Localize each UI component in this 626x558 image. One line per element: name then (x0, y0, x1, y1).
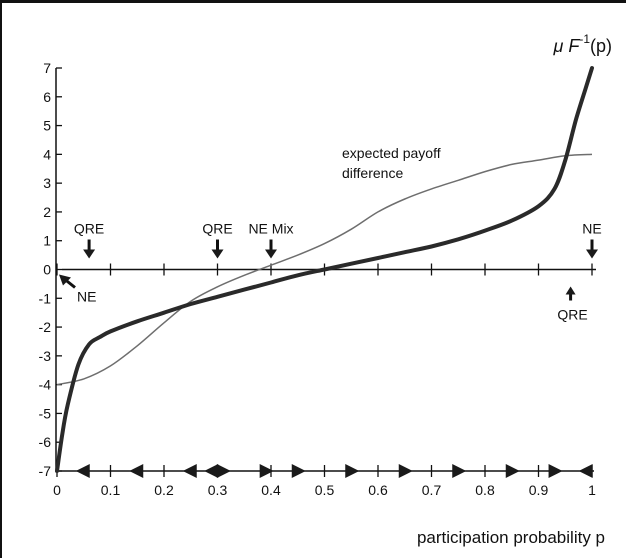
x-tick-label: 0 (53, 482, 61, 498)
dynamics-arrow-right (398, 464, 413, 478)
x-tick-label: 0.8 (475, 482, 495, 498)
payoff-difference-label: expected payoff (342, 145, 441, 161)
y-tick-label: -1 (39, 290, 52, 306)
annotation-arrowhead (565, 286, 576, 295)
y-tick-label: 6 (43, 89, 51, 105)
y-tick-label: 0 (43, 262, 51, 278)
x-tick-label: 0.2 (154, 482, 174, 498)
annotation-label: NE Mix (248, 221, 293, 237)
frame-left-border (0, 0, 2, 558)
inverse-cdf-label: μ F-1(p) (552, 32, 612, 56)
y-tick-label: 3 (43, 175, 51, 191)
dynamics-arrow-right (345, 464, 360, 478)
annotation-arrowhead (59, 274, 71, 286)
annotation-arrowhead (83, 249, 96, 259)
y-tick-label: -2 (39, 319, 52, 335)
annotation-label: NE (582, 221, 601, 237)
inverse-cdf-curve (55, 66, 594, 473)
y-tick-label: -3 (39, 348, 52, 364)
annotation-label: NE (77, 289, 96, 305)
dynamics-arrow-left (182, 464, 197, 478)
dynamics-arrow-right (548, 464, 563, 478)
x-tick-label: 0.6 (368, 482, 388, 498)
x-tick-label: 0.1 (101, 482, 121, 498)
y-tick-label: 7 (43, 60, 51, 76)
annotation-arrowhead (586, 249, 598, 259)
y-tick-label: 1 (43, 233, 51, 249)
x-tick-label: 0.4 (261, 482, 281, 498)
y-tick-label: 4 (43, 146, 51, 162)
dynamics-arrow-left (75, 464, 90, 478)
annotation-arrowhead (265, 249, 277, 259)
dynamics-arrow-left (204, 464, 219, 478)
y-tick-label: -5 (39, 405, 52, 421)
y-tick-label: 5 (43, 118, 51, 134)
y-tick-label: -7 (39, 463, 52, 479)
x-tick-label: 0.9 (529, 482, 549, 498)
dynamics-arrow-left (129, 464, 144, 478)
annotation-arrowhead (211, 249, 224, 259)
payoff-difference-curve (56, 153, 593, 386)
x-tick-label: 0.7 (422, 482, 442, 498)
dynamics-arrow-left (578, 464, 593, 478)
annotation-label: QRE (202, 221, 232, 237)
annotation-label: QRE (74, 221, 104, 237)
x-tick-label: 1 (588, 482, 596, 498)
x-tick-label: 0.5 (315, 482, 335, 498)
annotation-label: QRE (557, 307, 587, 323)
dynamics-arrow-right (452, 464, 467, 478)
y-tick-label: -4 (39, 377, 52, 393)
dynamics-arrow-right (291, 464, 306, 478)
frame-top-border (0, 0, 626, 3)
y-tick-label: 2 (43, 204, 51, 220)
x-axis-title: participation probability p (417, 528, 605, 547)
dynamics-arrow-right (259, 464, 274, 478)
x-tick-label: 0.3 (208, 482, 228, 498)
payoff-difference-label: difference (342, 165, 403, 181)
dynamics-arrow-right (216, 464, 231, 478)
dynamics-arrow-right (505, 464, 520, 478)
y-tick-label: -6 (39, 434, 52, 450)
